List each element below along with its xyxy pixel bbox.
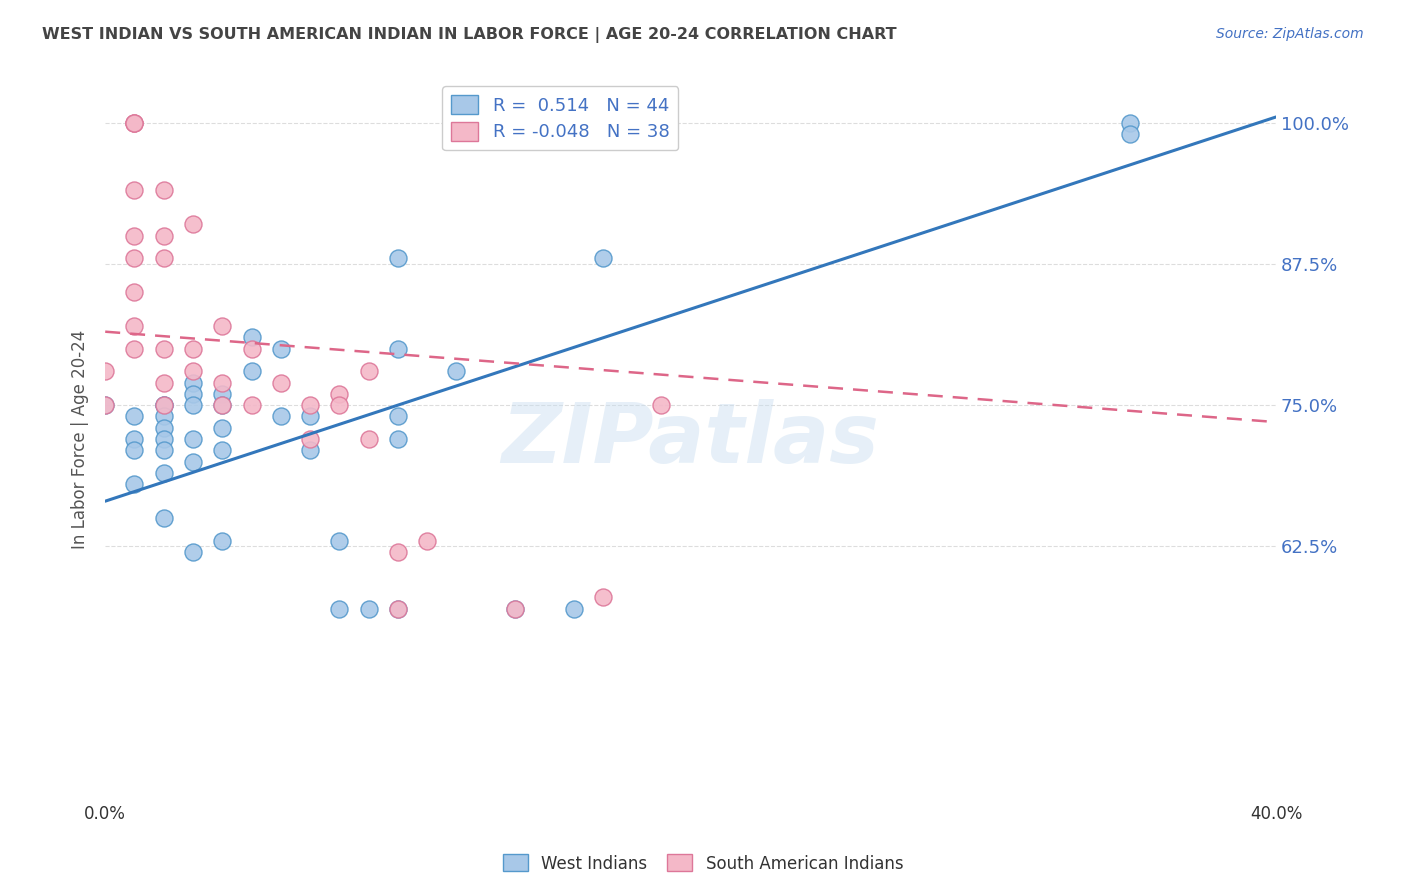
Text: Source: ZipAtlas.com: Source: ZipAtlas.com <box>1216 27 1364 41</box>
Point <box>270 376 292 390</box>
Point <box>181 398 204 412</box>
Point <box>211 421 233 435</box>
Point <box>387 342 409 356</box>
Y-axis label: In Labor Force | Age 20-24: In Labor Force | Age 20-24 <box>72 329 89 549</box>
Point <box>124 477 146 491</box>
Point <box>152 342 174 356</box>
Point <box>181 364 204 378</box>
Point <box>94 364 117 378</box>
Point <box>299 432 322 446</box>
Point <box>124 319 146 334</box>
Point <box>211 319 233 334</box>
Point <box>211 443 233 458</box>
Point <box>387 252 409 266</box>
Point <box>1118 127 1140 141</box>
Point <box>328 533 350 548</box>
Point <box>299 443 322 458</box>
Point <box>181 545 204 559</box>
Point <box>328 601 350 615</box>
Legend: R =  0.514   N = 44, R = -0.048   N = 38: R = 0.514 N = 44, R = -0.048 N = 38 <box>441 87 678 151</box>
Point <box>387 432 409 446</box>
Point <box>94 398 117 412</box>
Point <box>181 387 204 401</box>
Point <box>124 285 146 300</box>
Point <box>357 364 380 378</box>
Point <box>299 409 322 424</box>
Point <box>181 432 204 446</box>
Point <box>181 342 204 356</box>
Point <box>124 115 146 129</box>
Point <box>181 376 204 390</box>
Point <box>152 183 174 197</box>
Legend: West Indians, South American Indians: West Indians, South American Indians <box>496 847 910 880</box>
Point <box>446 364 468 378</box>
Point <box>240 342 263 356</box>
Point <box>299 398 322 412</box>
Point <box>357 601 380 615</box>
Point <box>152 443 174 458</box>
Point <box>94 398 117 412</box>
Point <box>124 228 146 243</box>
Point <box>152 398 174 412</box>
Point <box>240 398 263 412</box>
Point <box>124 342 146 356</box>
Point <box>152 409 174 424</box>
Point <box>152 398 174 412</box>
Point <box>328 387 350 401</box>
Point <box>152 398 174 412</box>
Point <box>211 398 233 412</box>
Point <box>152 511 174 525</box>
Point <box>124 252 146 266</box>
Point <box>152 432 174 446</box>
Text: WEST INDIAN VS SOUTH AMERICAN INDIAN IN LABOR FORCE | AGE 20-24 CORRELATION CHAR: WEST INDIAN VS SOUTH AMERICAN INDIAN IN … <box>42 27 897 43</box>
Point <box>562 601 585 615</box>
Point <box>270 342 292 356</box>
Point <box>270 409 292 424</box>
Point <box>124 115 146 129</box>
Point <box>211 533 233 548</box>
Point <box>124 183 146 197</box>
Text: ZIPatlas: ZIPatlas <box>502 399 880 480</box>
Point <box>387 601 409 615</box>
Point <box>152 252 174 266</box>
Point <box>416 533 439 548</box>
Point <box>152 376 174 390</box>
Point <box>211 398 233 412</box>
Point <box>503 601 526 615</box>
Point <box>152 421 174 435</box>
Point <box>124 115 146 129</box>
Point <box>503 601 526 615</box>
Point <box>181 455 204 469</box>
Point <box>211 376 233 390</box>
Point <box>152 466 174 480</box>
Point <box>387 409 409 424</box>
Point <box>181 217 204 231</box>
Point <box>387 601 409 615</box>
Point <box>124 443 146 458</box>
Point <box>387 545 409 559</box>
Point <box>240 364 263 378</box>
Point <box>240 330 263 344</box>
Point <box>124 432 146 446</box>
Point <box>1118 115 1140 129</box>
Point <box>124 409 146 424</box>
Point <box>357 432 380 446</box>
Point <box>152 228 174 243</box>
Point <box>328 398 350 412</box>
Point <box>211 387 233 401</box>
Point <box>650 398 672 412</box>
Point <box>592 252 614 266</box>
Point <box>592 591 614 605</box>
